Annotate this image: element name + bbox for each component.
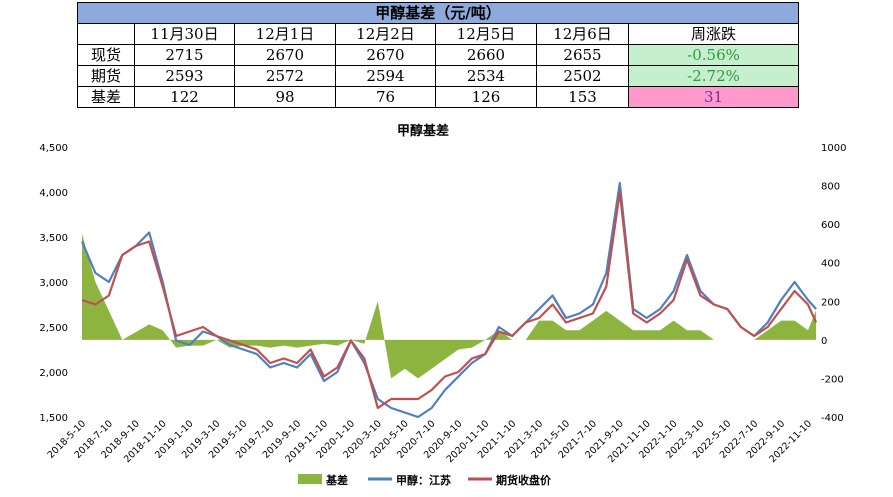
x-axis-ticks: 2018-5-102018-7-102018-9-102018-11-10201… bbox=[46, 418, 815, 465]
right-tick-label: 400 bbox=[821, 259, 840, 270]
row-label: 基差 bbox=[77, 86, 135, 108]
change-cell: 31 bbox=[627, 86, 800, 108]
right-tick-label: -400 bbox=[821, 413, 844, 424]
table-title: 甲醇基差（元/吨） bbox=[76, 2, 800, 24]
left-tick-label: 4,000 bbox=[39, 188, 68, 199]
table-cell: 98 bbox=[234, 86, 336, 108]
chart-legend: 基差 甲醇：江苏 期货收盘价 bbox=[298, 473, 552, 487]
right-tick-label: 1000 bbox=[821, 143, 846, 154]
left-tick-label: 3,500 bbox=[39, 233, 68, 244]
spot-price-line bbox=[80, 181, 817, 419]
table-row-basis: 基差 122 98 76 126 153 31 bbox=[77, 86, 800, 108]
table-header-row: 11月30日 12月1日 12月2日 12月5日 12月6日 周涨跌 bbox=[77, 23, 800, 45]
change-cell: -2.72% bbox=[627, 65, 800, 87]
basis-table-container: 甲醇基差（元/吨） 11月30日 12月1日 12月2日 12月5日 12月6日… bbox=[76, 2, 800, 108]
right-tick-label: 0 bbox=[821, 336, 827, 347]
left-tick-label: 1,500 bbox=[39, 413, 68, 424]
right-axis-ticks: -400 -200 0 200 400 600 800 1000 bbox=[821, 143, 846, 424]
left-tick-label: 2,500 bbox=[39, 323, 68, 334]
legend-swatch-basis bbox=[298, 474, 322, 484]
table-cell: 76 bbox=[335, 86, 436, 108]
header-cell-date: 12月5日 bbox=[435, 23, 537, 45]
right-tick-label: 200 bbox=[821, 297, 840, 308]
table-cell: 2715 bbox=[134, 44, 235, 66]
legend-label-basis: 基差 bbox=[325, 473, 348, 487]
left-axis-ticks: 1,500 2,000 2,500 3,000 3,500 4,000 4,500 bbox=[39, 143, 68, 424]
basis-area bbox=[82, 233, 817, 379]
methanol-basis-table: 甲醇基差（元/吨） 11月30日 12月1日 12月2日 12月5日 12月6日… bbox=[76, 2, 800, 108]
basis-area-series bbox=[82, 233, 817, 379]
table-cell: 122 bbox=[134, 86, 235, 108]
table-cell: 2534 bbox=[435, 65, 537, 87]
right-tick-label: -200 bbox=[821, 374, 844, 385]
left-tick-label: 4,500 bbox=[39, 143, 68, 154]
table-row-spot: 现货 2715 2670 2670 2660 2655 -0.56% bbox=[77, 44, 800, 66]
legend-label-futures: 期货收盘价 bbox=[496, 473, 552, 487]
table-row-futures: 期货 2593 2572 2594 2534 2502 -2.72% bbox=[77, 65, 800, 87]
table-cell: 2660 bbox=[435, 44, 537, 66]
chart-title: 甲醇基差 bbox=[397, 123, 449, 139]
table-cell: 2502 bbox=[536, 65, 629, 87]
table-cell: 2655 bbox=[536, 44, 629, 66]
right-tick-label: 800 bbox=[821, 182, 840, 193]
table-cell: 153 bbox=[536, 86, 629, 108]
left-tick-label: 2,000 bbox=[39, 368, 68, 379]
futures-price-line bbox=[81, 190, 818, 410]
price-lines bbox=[80, 181, 818, 419]
table-cell: 126 bbox=[435, 86, 537, 108]
header-cell-date: 12月2日 bbox=[335, 23, 436, 45]
legend-label-spot: 甲醇：江苏 bbox=[396, 473, 451, 487]
left-tick-label: 3,000 bbox=[39, 278, 68, 289]
right-tick-label: 600 bbox=[821, 220, 840, 231]
change-cell: -0.56% bbox=[627, 44, 800, 66]
